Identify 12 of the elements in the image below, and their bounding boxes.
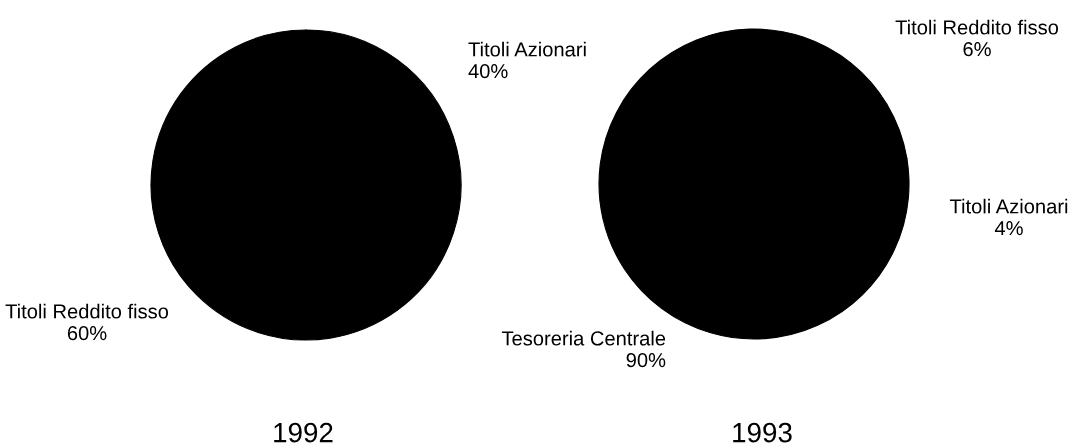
data-label: 40% xyxy=(468,63,508,79)
slice-label: Titoli Azionari xyxy=(468,41,586,57)
slice-label: Tesoreria Centrale xyxy=(501,330,666,346)
data-label: 4% xyxy=(994,221,1023,236)
text: 1992 xyxy=(274,422,333,443)
data-label: 6% xyxy=(963,41,991,57)
slice-label: Titoli Reddito fisso xyxy=(895,19,1059,35)
data-label: 90% xyxy=(626,352,666,368)
text: 1993 xyxy=(733,422,792,443)
data-label: 60% xyxy=(67,325,107,341)
slice-label: Titoli Reddito fisso xyxy=(5,303,169,319)
slice-label: Titoli Azionari xyxy=(949,198,1068,214)
